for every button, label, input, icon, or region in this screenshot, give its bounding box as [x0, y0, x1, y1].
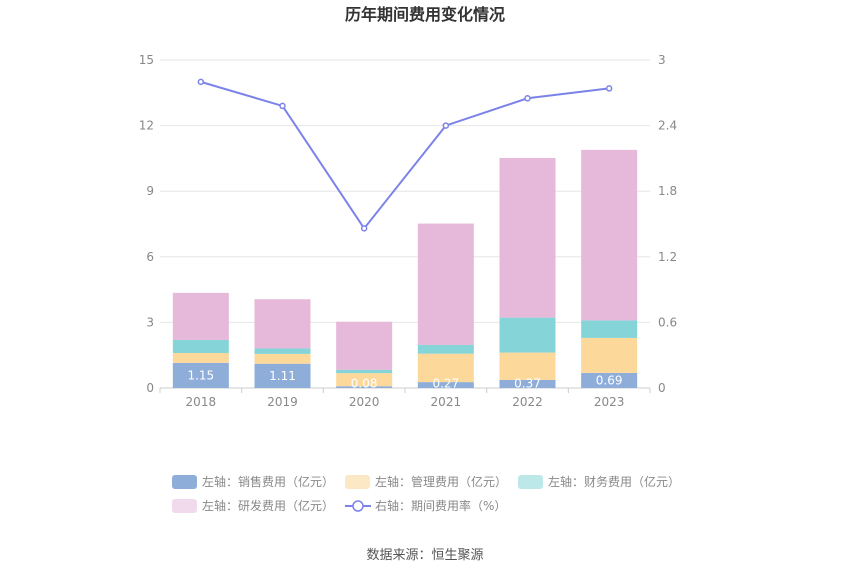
legend: 左轴：销售费用（亿元） 左轴：管理费用（亿元） 左轴：财务费用（亿元） 左轴：研发费用…	[172, 474, 680, 513]
bar-value-label: 0.69	[596, 373, 623, 387]
bar-segment	[172, 353, 229, 363]
bar-segment	[499, 379, 556, 388]
bar-value-label: 1.11	[269, 369, 296, 383]
x-tick-label: 2018	[186, 395, 217, 409]
legend-label: 左轴：财务费用（亿元）	[548, 474, 680, 489]
x-tick-label: 2022	[512, 395, 543, 409]
bar-segment	[336, 373, 393, 387]
bar-segment	[336, 386, 393, 388]
expense-rate-line	[197, 78, 613, 232]
x-tick-label: 2020	[349, 395, 380, 409]
expense-rate-point	[197, 78, 205, 86]
bar-segment	[499, 352, 556, 380]
bar-segment	[417, 344, 474, 354]
bar-segment	[254, 363, 311, 388]
bar-segment	[581, 372, 638, 388]
legend-item[interactable]: 左轴：管理费用（亿元）	[345, 474, 507, 489]
bar-value-label: 0.27	[432, 377, 459, 391]
right-tick-label: 2.4	[658, 119, 677, 133]
legend-item[interactable]: 左轴：销售费用（亿元）	[172, 474, 334, 489]
right-tick-label: 0	[658, 381, 666, 395]
expense-rate-point	[524, 95, 531, 102]
right-tick-label: 3	[658, 53, 666, 67]
bar-segment	[172, 362, 229, 388]
left-tick-label: 6	[146, 250, 154, 264]
bar-segment	[417, 382, 474, 388]
bar-segment	[336, 321, 393, 370]
bar-value-label: 0.37	[514, 377, 541, 391]
legend-item[interactable]: 右轴：期间费用率（%）	[345, 498, 506, 513]
x-tick-label: 2019	[267, 395, 298, 409]
bar-segment	[254, 353, 311, 364]
data-source: 数据来源：恒生聚源	[366, 548, 483, 563]
bar-segment	[499, 317, 556, 353]
legend-swatch	[172, 475, 197, 489]
bar-segment	[581, 149, 638, 321]
right-tick-label: 0.6	[658, 315, 677, 329]
bar-labels: 1.15 1.11 0.08 0.27 0.37 0.69	[187, 368, 622, 390]
legend-item[interactable]: 左轴：财务费用（亿元）	[518, 474, 680, 489]
x-tick-label: 2021	[431, 395, 462, 409]
expense-rate-point	[605, 85, 613, 92]
bar-segment	[417, 223, 474, 345]
bar-segment	[417, 353, 474, 383]
left-tick-label: 0	[146, 381, 154, 395]
left-tick-label: 9	[146, 184, 154, 198]
x-tick-label: 2023	[594, 395, 625, 409]
right-tick-label: 1.8	[658, 184, 677, 198]
legend-label: 左轴：管理费用（亿元）	[375, 474, 507, 489]
right-axis: 0 0.6 1.2 1.8 2.4 3	[658, 53, 677, 395]
expense-rate-point	[360, 225, 368, 232]
left-axis: 0 3 6 9 12 15	[139, 53, 154, 395]
expense-rate-point	[279, 102, 286, 110]
bar-value-label: 0.08	[351, 377, 378, 391]
bar-segment	[254, 348, 311, 354]
bar-segment	[172, 339, 229, 354]
legend-label: 左轴：销售费用（亿元）	[202, 474, 334, 489]
bar-segment	[254, 299, 311, 349]
legend-point-swatch	[352, 500, 364, 512]
chart-title: 历年期间费用变化情况	[345, 5, 505, 24]
bar-segment	[336, 369, 393, 374]
bar-segment	[172, 292, 229, 340]
x-axis: 2018 2019 2020 2021 2022 2023	[159, 388, 651, 409]
legend-swatch	[345, 475, 370, 489]
bar-segment	[499, 157, 556, 318]
expense-rate-point	[442, 122, 450, 129]
gridlines	[160, 59, 650, 389]
legend-label: 右轴：期间费用率（%）	[375, 498, 506, 513]
bars	[172, 149, 638, 388]
left-tick-label: 15	[139, 53, 154, 67]
bar-segment	[581, 320, 638, 338]
legend-swatch	[518, 475, 543, 489]
expense-rate-polyline	[200, 80, 610, 231]
left-tick-label: 3	[146, 315, 154, 329]
legend-item[interactable]: 左轴：研发费用（亿元）	[172, 498, 334, 513]
left-tick-label: 12	[139, 119, 154, 133]
legend-swatch	[172, 499, 197, 513]
bar-segment	[581, 337, 638, 373]
right-tick-label: 1.2	[658, 250, 677, 264]
legend-label: 左轴：研发费用（亿元）	[202, 498, 334, 513]
bar-value-label: 1.15	[187, 368, 214, 382]
